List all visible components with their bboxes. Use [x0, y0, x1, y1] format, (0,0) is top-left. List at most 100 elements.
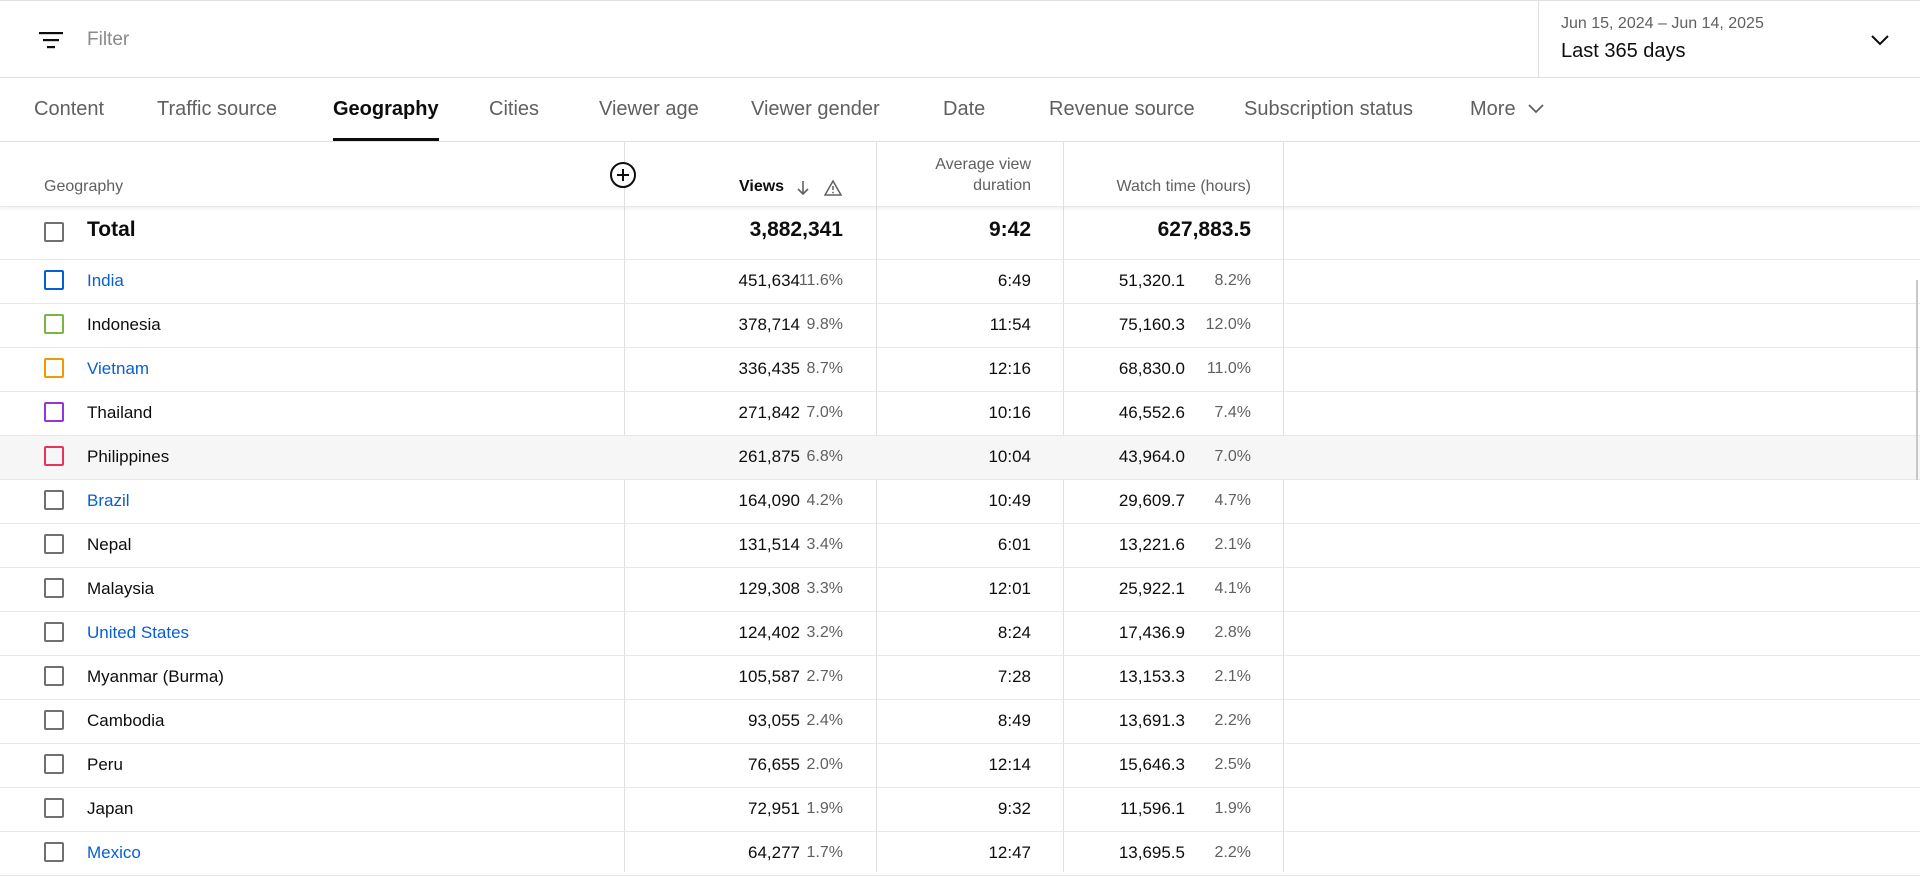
views-percent: 8.7% [806, 360, 843, 377]
country-name: Japan [87, 799, 134, 818]
column-divider [1063, 142, 1064, 872]
table-row[interactable]: United States 124,402 3.2% 8:24 17,436.9 2.8% [0, 612, 1920, 656]
country-name[interactable]: United States [87, 623, 190, 642]
views-value: 131,514 [738, 535, 800, 554]
table-row[interactable]: Myanmar (Burma) 105,587 2.7% 7:28 13,153.3 2.… [0, 656, 1920, 700]
views-percent: 7.0% [806, 404, 843, 421]
avg-duration-value: 10:04 [988, 447, 1031, 466]
tab-traffic-source[interactable]: Traffic source [157, 98, 278, 120]
row-checkbox[interactable] [44, 666, 64, 686]
total-views: 3,882,341 [749, 218, 843, 241]
total-checkbox[interactable] [44, 222, 64, 242]
table-row[interactable]: Mexico 64,277 1.7% 12:47 13,695.5 2.2% [0, 832, 1920, 876]
table-row[interactable]: India 451,634 11.6% 6:49 51,320.1 8.2% [0, 260, 1920, 304]
filter-input[interactable]: Filter [87, 29, 130, 50]
scrollbar[interactable] [1916, 280, 1918, 480]
row-checkbox[interactable] [44, 314, 64, 334]
row-checkbox[interactable] [44, 710, 64, 730]
warning-icon[interactable] [824, 179, 842, 197]
column-header-avg-line1: Average view [935, 156, 1031, 173]
table-row[interactable]: Indonesia 378,714 9.8% 11:54 75,160.3 12.0% [0, 304, 1920, 348]
total-avg-duration: 9:42 [988, 218, 1031, 241]
row-checkbox[interactable] [44, 270, 64, 290]
table-row[interactable]: Japan 72,951 1.9% 9:32 11,596.1 1.9% [0, 788, 1920, 832]
table-row[interactable]: Philippines 261,875 6.8% 10:04 43,964.0 7.0% [0, 436, 1920, 480]
filter-lines-icon[interactable] [38, 28, 64, 52]
row-checkbox[interactable] [44, 754, 64, 774]
chevron-down-icon[interactable] [1869, 29, 1891, 51]
tab-content[interactable]: Content [34, 98, 105, 120]
country-name: Philippines [87, 447, 170, 466]
column-header-views[interactable]: Views [739, 178, 785, 195]
row-checkbox[interactable] [44, 490, 64, 510]
country-name: Malaysia [87, 579, 155, 598]
table-row[interactable]: Peru 76,655 2.0% 12:14 15,646.3 2.5% [0, 744, 1920, 788]
table-header: Geography Views Average view duration Wa… [0, 142, 1920, 207]
row-checkbox[interactable] [44, 446, 64, 466]
watch-time-value: 43,964.0 [1118, 447, 1185, 466]
country-name[interactable]: Vietnam [87, 359, 150, 378]
report-tabs: Content Traffic source Geography Cities … [0, 78, 1920, 142]
filter-bar: Filter Jun 15, 2024 – Jun 14, 2025 Last … [0, 0, 1920, 78]
country-name[interactable]: Brazil [87, 491, 130, 510]
table-row[interactable]: Vietnam 336,435 8.7% 12:16 68,830.0 11.0% [0, 348, 1920, 392]
watch-time-value: 46,552.6 [1118, 403, 1185, 422]
avg-duration-value: 12:01 [988, 579, 1031, 598]
country-name[interactable]: India [87, 271, 124, 290]
watch-time-value: 75,160.3 [1118, 315, 1185, 334]
column-header-geography[interactable]: Geography [44, 178, 124, 195]
avg-duration-value: 8:24 [997, 623, 1031, 642]
tab-geography[interactable]: Geography [333, 78, 439, 141]
watch-time-value: 13,695.5 [1118, 843, 1185, 862]
table-row[interactable]: Nepal 131,514 3.4% 6:01 13,221.6 2.1% [0, 524, 1920, 568]
total-watch-time: 627,883.5 [1157, 218, 1251, 241]
row-checkbox[interactable] [44, 578, 64, 598]
watch-time-value: 11,596.1 [1120, 799, 1185, 818]
table-row[interactable]: Malaysia 129,308 3.3% 12:01 25,922.1 4.1% [0, 568, 1920, 612]
country-name: Indonesia [87, 315, 161, 334]
country-name: Cambodia [87, 711, 165, 730]
tab-viewer-gender[interactable]: Viewer gender [751, 98, 880, 120]
watch-time-percent: 1.9% [1214, 800, 1251, 817]
views-percent: 2.0% [806, 756, 843, 773]
column-header-avg-duration[interactable]: Average view duration [935, 156, 1031, 195]
tab-more-label: More [1470, 98, 1516, 120]
watch-time-percent: 2.2% [1214, 712, 1251, 729]
tab-viewer-age[interactable]: Viewer age [599, 98, 699, 120]
watch-time-value: 13,153.3 [1118, 667, 1185, 686]
table-row[interactable]: Brazil 164,090 4.2% 10:49 29,609.7 4.7% [0, 480, 1920, 524]
views-percent: 2.7% [806, 668, 843, 685]
views-percent: 3.2% [806, 624, 843, 641]
table-row[interactable]: Cambodia 93,055 2.4% 8:49 13,691.3 2.2% [0, 700, 1920, 744]
watch-time-percent: 2.2% [1214, 844, 1251, 861]
views-value: 336,435 [738, 359, 800, 378]
row-checkbox[interactable] [44, 402, 64, 422]
column-header-watch-time[interactable]: Watch time (hours) [1116, 178, 1251, 195]
row-checkbox[interactable] [44, 622, 64, 642]
sort-descending-icon[interactable] [794, 179, 812, 197]
avg-duration-value: 10:16 [988, 403, 1031, 422]
watch-time-value: 29,609.7 [1118, 491, 1185, 510]
row-checkbox[interactable] [44, 534, 64, 554]
views-percent: 6.8% [806, 448, 843, 465]
column-divider [1283, 142, 1284, 872]
views-value: 261,875 [738, 447, 800, 466]
column-divider [624, 142, 625, 872]
tab-cities[interactable]: Cities [489, 98, 540, 120]
watch-time-percent: 12.0% [1205, 316, 1251, 333]
country-name: Peru [87, 755, 123, 774]
tab-more[interactable]: More [1470, 78, 1545, 141]
row-checkbox[interactable] [44, 842, 64, 862]
tab-date[interactable]: Date [943, 98, 986, 120]
table-row[interactable]: Thailand 271,842 7.0% 10:16 46,552.6 7.4% [0, 392, 1920, 436]
row-checkbox[interactable] [44, 798, 64, 818]
tab-revenue-source[interactable]: Revenue source [1049, 98, 1195, 120]
views-percent: 4.2% [806, 492, 843, 509]
watch-time-percent: 7.0% [1214, 448, 1251, 465]
country-name[interactable]: Mexico [87, 843, 141, 862]
tab-subscription-status[interactable]: Subscription status [1244, 98, 1413, 120]
add-column-icon[interactable] [609, 161, 637, 189]
row-checkbox[interactable] [44, 358, 64, 378]
views-value: 378,714 [738, 315, 800, 334]
date-range-picker[interactable]: Jun 15, 2024 – Jun 14, 2025 Last 365 day… [1538, 1, 1920, 78]
